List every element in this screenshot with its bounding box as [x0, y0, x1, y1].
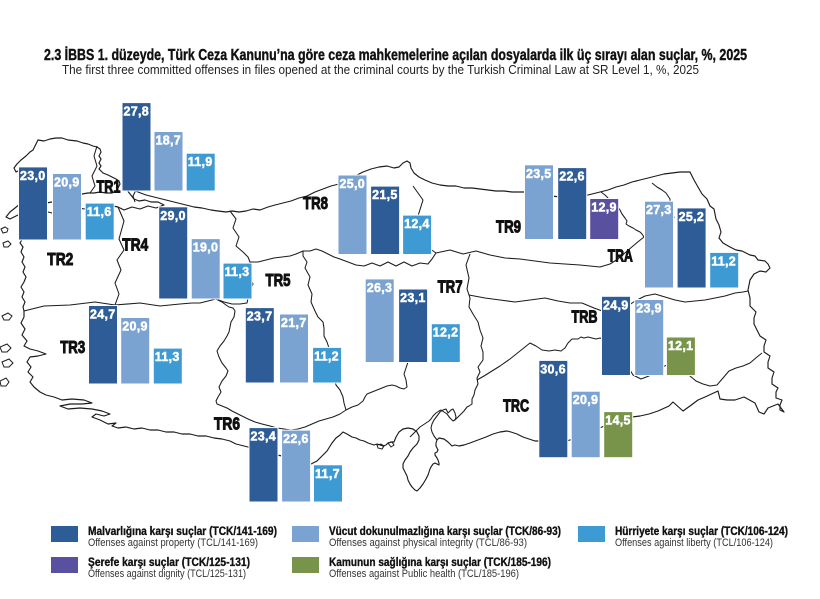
svg-text:27,3: 27,3 [646, 203, 672, 217]
svg-text:20,9: 20,9 [54, 176, 80, 190]
svg-text:27,8: 27,8 [124, 105, 150, 119]
svg-text:Malvarlığına karşı suçlar (TCK: Malvarlığına karşı suçlar (TCK/141-169) [88, 526, 277, 538]
svg-text:23,0: 23,0 [20, 169, 46, 183]
svg-text:11,7: 11,7 [315, 467, 340, 481]
svg-text:24,7: 24,7 [90, 308, 116, 322]
svg-text:Şerefe karşı suçlar (TCK/125-1: Şerefe karşı suçlar (TCK/125-131) [88, 557, 250, 569]
svg-text:21,5: 21,5 [372, 188, 398, 202]
svg-text:11,6: 11,6 [87, 205, 112, 219]
svg-text:23,4: 23,4 [251, 430, 277, 444]
svg-text:11,9: 11,9 [188, 155, 213, 169]
svg-text:23,1: 23,1 [400, 291, 426, 305]
svg-text:Offenses against physical inte: Offenses against physical integrity (TCL… [329, 537, 527, 549]
svg-text:TR4: TR4 [122, 235, 148, 255]
svg-text:TR6: TR6 [214, 414, 240, 434]
svg-text:TR7: TR7 [438, 277, 463, 297]
svg-text:TRC: TRC [503, 396, 529, 416]
svg-text:25,0: 25,0 [340, 177, 366, 191]
svg-text:Offenses against liberty (TCL/: Offenses against liberty (TCL/106-124) [615, 537, 773, 549]
svg-text:Offenses against dignity (TCL/: Offenses against dignity (TCL/125-131) [88, 568, 246, 580]
svg-text:11,3: 11,3 [155, 350, 180, 364]
svg-text:14,5: 14,5 [605, 414, 631, 428]
svg-text:23,5: 23,5 [526, 167, 552, 181]
svg-text:Hürriyete karşı suçlar (TCK/10: Hürriyete karşı suçlar (TCK/106-124) [615, 526, 788, 538]
svg-text:23,9: 23,9 [636, 302, 662, 316]
svg-text:29,0: 29,0 [160, 209, 186, 223]
svg-text:12,9: 12,9 [591, 201, 617, 215]
svg-text:11,3: 11,3 [225, 265, 250, 279]
svg-text:21,7: 21,7 [281, 316, 307, 330]
svg-text:25,2: 25,2 [679, 210, 705, 224]
svg-text:19,0: 19,0 [193, 241, 219, 255]
svg-text:TR8: TR8 [303, 193, 328, 213]
svg-text:20,9: 20,9 [573, 393, 599, 407]
svg-text:30,6: 30,6 [540, 362, 566, 376]
svg-text:24,9: 24,9 [603, 298, 629, 312]
svg-text:11,2: 11,2 [314, 349, 339, 363]
svg-text:The first three committed offe: The first three committed offenses in fi… [62, 63, 699, 77]
svg-text:23,7: 23,7 [247, 310, 273, 324]
svg-text:Offenses against property (TCL: Offenses against property (TCL/141-169) [88, 537, 258, 549]
svg-text:TRA: TRA [608, 246, 633, 266]
svg-text:26,3: 26,3 [367, 281, 393, 295]
svg-text:18,7: 18,7 [156, 134, 182, 148]
svg-text:12,1: 12,1 [668, 339, 694, 353]
svg-text:12,2: 12,2 [433, 326, 459, 340]
svg-text:TR9: TR9 [496, 217, 521, 237]
svg-text:Kamunun sağlığına karşı suçlar: Kamunun sağlığına karşı suçlar (TCK/185-… [329, 557, 551, 569]
svg-text:2.3 İBBS 1. düzeyde, Türk Ceza: 2.3 İBBS 1. düzeyde, Türk Ceza Kanunu’na… [44, 47, 747, 64]
svg-text:TR2: TR2 [47, 249, 73, 269]
svg-text:22,6: 22,6 [283, 432, 309, 446]
svg-text:Offenses against Public health: Offenses against Public health (TCL/185-… [329, 568, 519, 580]
svg-text:TRB: TRB [572, 307, 598, 327]
svg-text:TR5: TR5 [266, 270, 291, 290]
svg-text:20,9: 20,9 [122, 320, 148, 334]
svg-text:TR3: TR3 [60, 337, 85, 357]
svg-text:11,2: 11,2 [711, 254, 736, 268]
svg-text:TR1: TR1 [97, 177, 121, 197]
svg-text:12,4: 12,4 [404, 217, 430, 231]
svg-text:22,6: 22,6 [559, 170, 585, 184]
svg-text:Vücut dokunulmazlığına karşı s: Vücut dokunulmazlığına karşı suçlar (TCK… [329, 526, 561, 538]
